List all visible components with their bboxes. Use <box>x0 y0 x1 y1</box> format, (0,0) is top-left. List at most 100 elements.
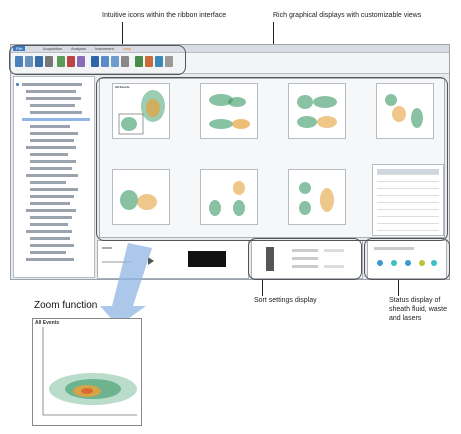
table-row <box>377 204 439 210</box>
density-plot-3 <box>297 95 337 128</box>
table-row <box>377 225 439 231</box>
ribbon-laser-icon[interactable] <box>145 56 153 67</box>
callout-line-status <box>398 266 399 296</box>
ribbon-histogram-icon[interactable] <box>111 56 119 67</box>
tree-item[interactable] <box>30 188 78 191</box>
tree-item[interactable] <box>30 237 70 240</box>
tree-item[interactable] <box>30 104 75 107</box>
acquisition-indicator <box>102 247 154 265</box>
tree-item[interactable] <box>26 90 76 93</box>
menu-help[interactable]: Help <box>123 46 132 51</box>
callout-status-line2: sheath fluid, waste <box>389 305 447 313</box>
tree-node-icon <box>16 83 19 86</box>
density-plot-5 <box>120 190 157 210</box>
dot-plot-3[interactable] <box>288 83 346 139</box>
dot-plot-6[interactable] <box>200 169 258 225</box>
tree-item[interactable] <box>30 111 82 114</box>
tree-item[interactable] <box>26 97 81 100</box>
tree-item[interactable] <box>26 230 72 233</box>
zoomed-density-plot[interactable]: All Events <box>32 318 142 426</box>
menu-file[interactable]: File <box>13 46 26 51</box>
tree-item-selected[interactable] <box>22 118 90 121</box>
callout-status: Status display of sheath fluid, waste an… <box>389 297 447 323</box>
tree-item[interactable] <box>30 160 76 163</box>
instrument-status-panel <box>367 240 447 279</box>
tree-item[interactable] <box>30 125 70 128</box>
ribbon-save-icon[interactable] <box>35 56 43 67</box>
ribbon-settings-icon[interactable] <box>165 56 173 67</box>
tree-item[interactable] <box>30 223 68 226</box>
callout-ribbon-icons: Intuitive icons within the ribbon interf… <box>102 12 227 19</box>
table-row <box>377 218 439 224</box>
menu-acquisition[interactable]: Acquisition <box>43 46 63 51</box>
ribbon-sort-icon[interactable] <box>135 56 143 67</box>
tree-item[interactable] <box>30 132 78 135</box>
callout-graphical-displays: Rich graphical displays with customizabl… <box>273 12 422 19</box>
ribbon-toolbar <box>11 53 449 74</box>
table-row <box>377 176 439 182</box>
density-plot-7 <box>299 182 334 215</box>
table-row <box>377 211 439 217</box>
table-row <box>377 183 439 189</box>
table-row <box>377 169 439 175</box>
tree-item[interactable] <box>30 181 66 184</box>
density-plot-2 <box>209 94 250 129</box>
dot-plot-4[interactable] <box>376 83 434 139</box>
zoom-plot-title: All Events <box>35 320 60 326</box>
dot-plot-1[interactable]: All Events <box>112 83 170 139</box>
tree-item[interactable] <box>26 258 74 261</box>
ribbon-open-icon[interactable] <box>25 56 33 67</box>
ribbon-new-icon[interactable] <box>15 56 23 67</box>
statistics-table[interactable] <box>372 164 444 236</box>
plots-highlight <box>96 77 448 241</box>
plot-title: All Events <box>115 85 130 89</box>
ribbon-fluidics-icon[interactable] <box>155 56 163 67</box>
status-highlight <box>364 238 450 280</box>
callout-status-line1: Status display of <box>389 297 441 304</box>
tree-item[interactable] <box>26 174 78 177</box>
tree-item[interactable] <box>26 209 76 212</box>
menu-instrument[interactable]: Instrument <box>95 46 114 51</box>
tree-item[interactable] <box>22 83 82 86</box>
menu-analysis[interactable]: Analysis <box>71 46 86 51</box>
ribbon-print-icon[interactable] <box>45 56 53 67</box>
tree-item[interactable] <box>30 251 66 254</box>
table-row <box>377 190 439 196</box>
tree-item[interactable] <box>30 195 74 198</box>
ribbon-stop-icon[interactable] <box>67 56 75 67</box>
callout-line-ribbon <box>122 22 123 46</box>
sort-highlight <box>248 238 362 280</box>
plot-workspace: All Events <box>99 78 445 238</box>
dot-plot-2[interactable] <box>200 83 258 139</box>
callout-status-line3: and lasers <box>389 314 422 322</box>
dot-plot-5[interactable] <box>112 169 170 225</box>
tree-item[interactable] <box>26 146 76 149</box>
tree-item[interactable] <box>30 216 72 219</box>
zoom-density-svg <box>42 327 137 416</box>
tree-item[interactable] <box>30 153 68 156</box>
tree-item[interactable] <box>30 167 72 170</box>
sort-settings-panel <box>251 240 363 279</box>
table-row <box>377 197 439 203</box>
callout-line-sort <box>262 266 263 296</box>
tree-item[interactable] <box>30 139 74 142</box>
waveform-display <box>188 251 226 267</box>
ribbon-record-icon[interactable] <box>77 56 85 67</box>
workspace-tree[interactable] <box>13 76 95 278</box>
ribbon-highlight <box>9 45 186 75</box>
callout-sort-settings: Sort settings display <box>254 297 317 304</box>
tree-item[interactable] <box>30 202 70 205</box>
ribbon-plot-icon[interactable] <box>91 56 99 67</box>
status-indicators <box>374 247 437 266</box>
sort-settings-fields <box>266 247 344 271</box>
menu-bar: File Acquisition Analysis Instrument Hel… <box>11 45 449 53</box>
dot-plot-7[interactable] <box>288 169 346 225</box>
density-plot-4 <box>385 94 423 128</box>
ribbon-stats-icon[interactable] <box>121 56 129 67</box>
ribbon-acquire-icon[interactable] <box>57 56 65 67</box>
density-plot-1 <box>118 90 165 135</box>
tree-item[interactable] <box>30 244 74 247</box>
density-plot-6 <box>209 181 245 216</box>
ribbon-gate-icon[interactable] <box>101 56 109 67</box>
